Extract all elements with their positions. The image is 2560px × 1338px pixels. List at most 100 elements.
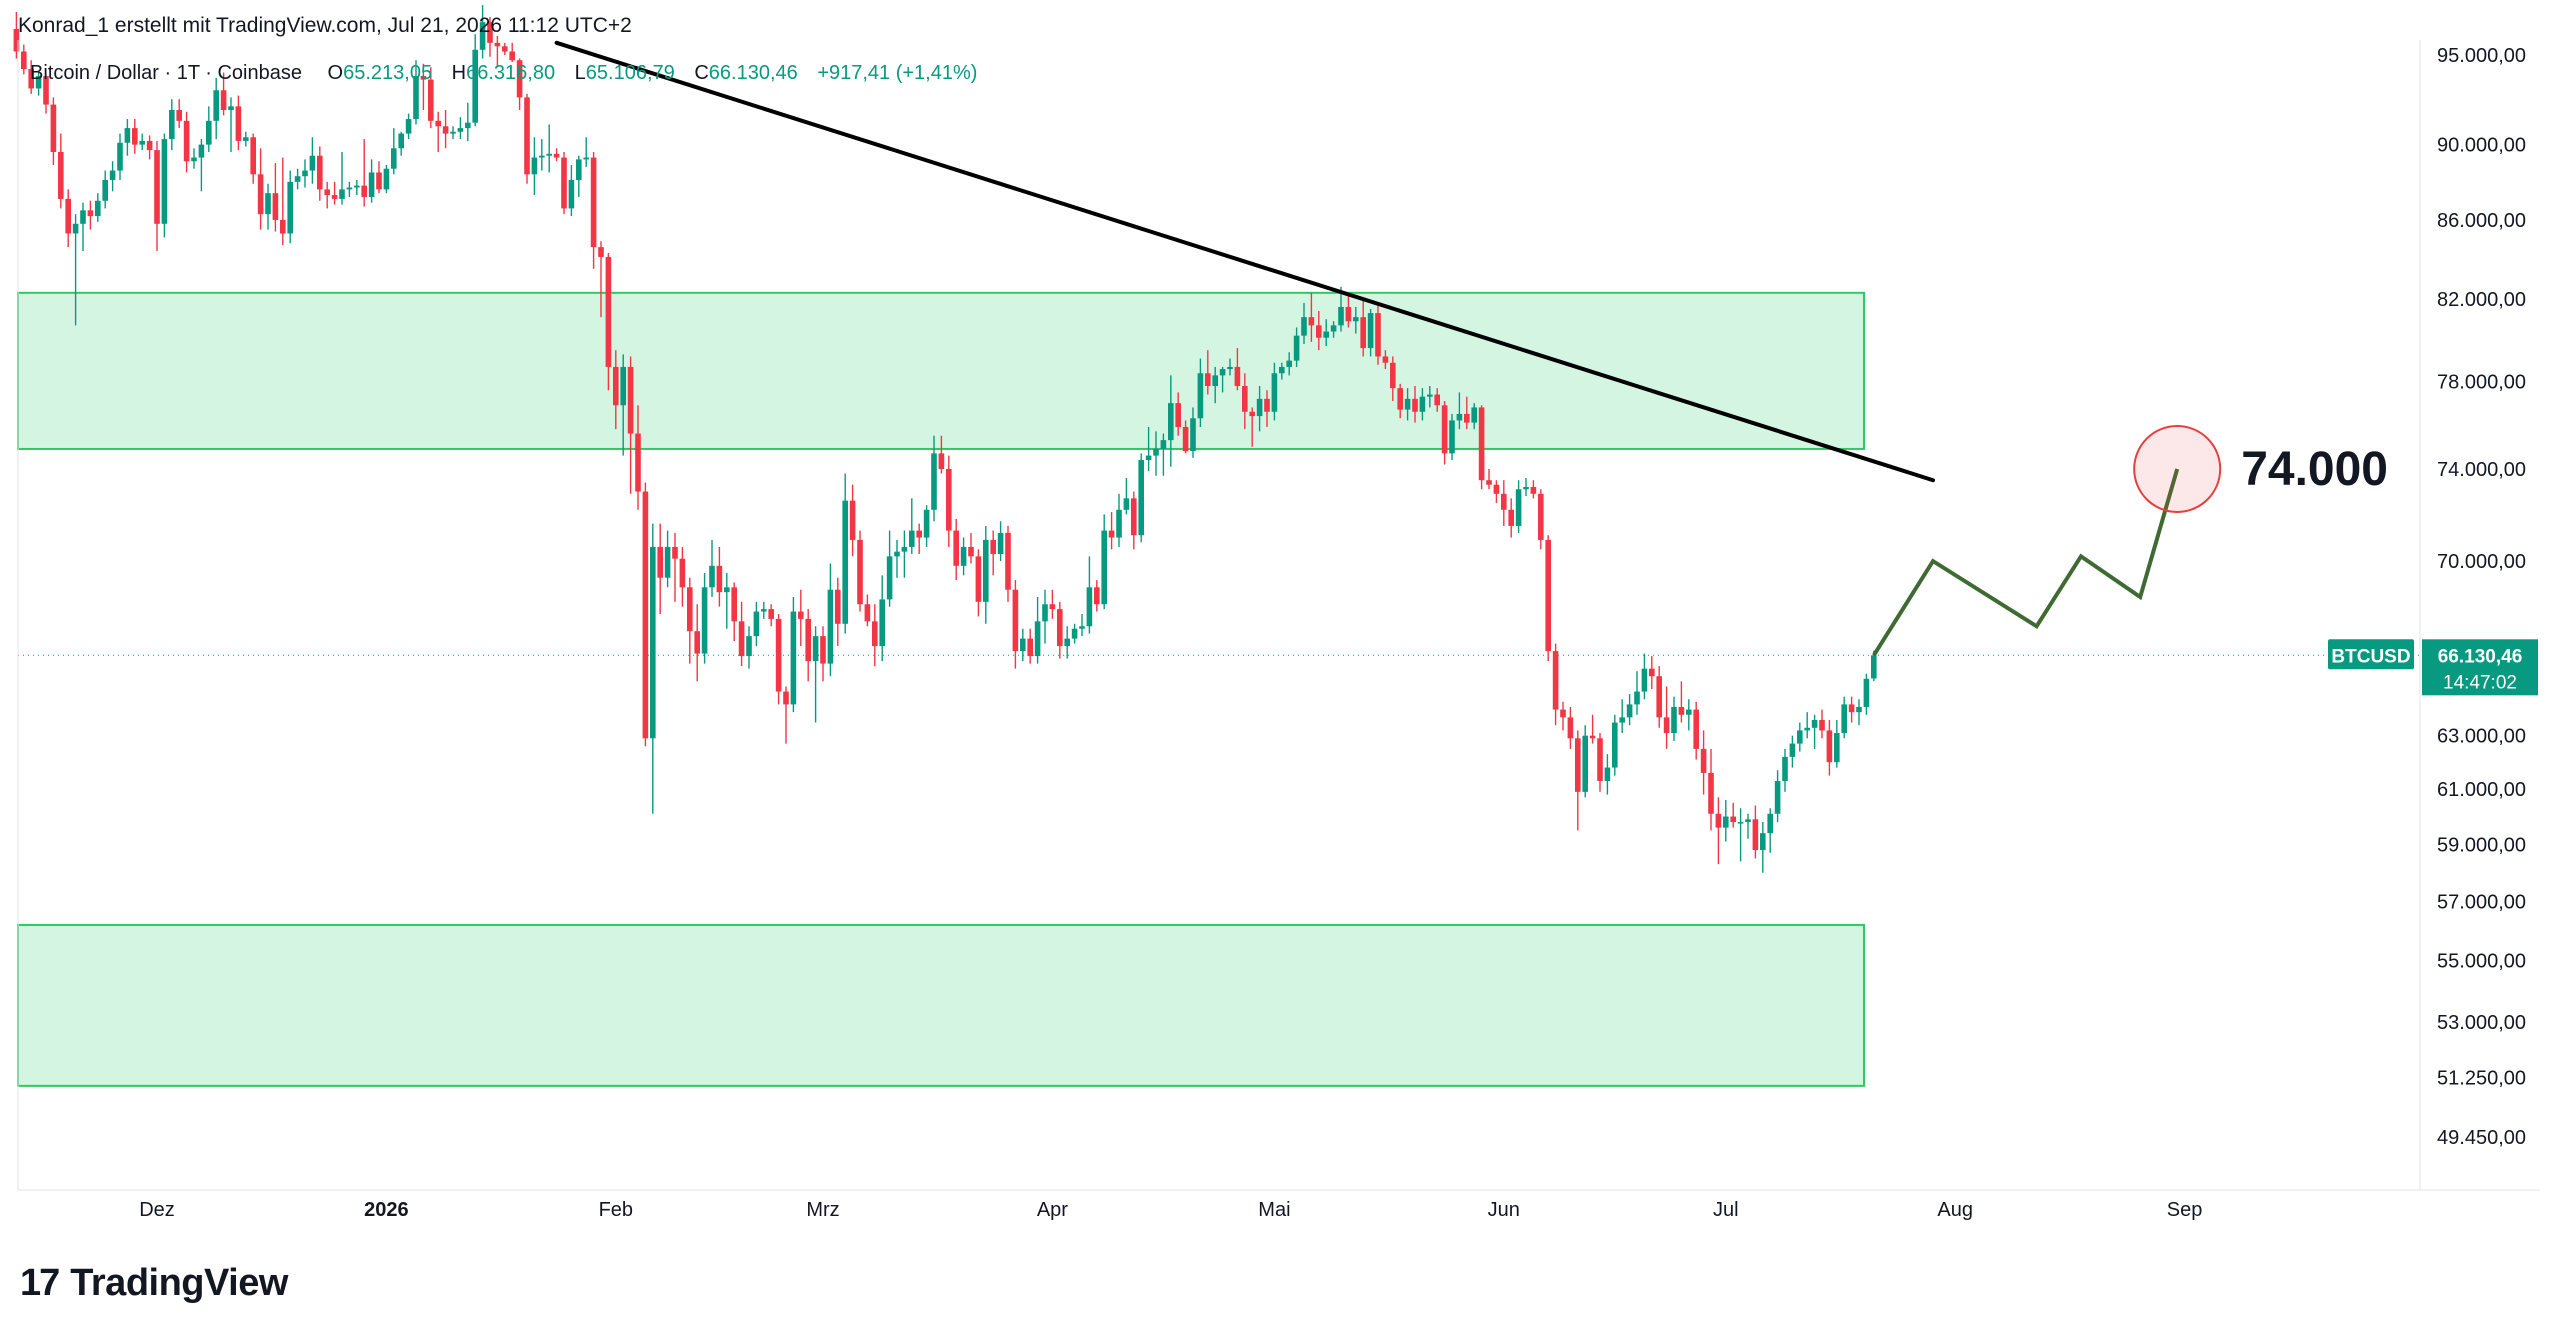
candle[interactable] [1649, 656, 1655, 689]
candle[interactable] [346, 181, 353, 197]
candle[interactable] [1745, 813, 1751, 839]
candle[interactable] [1020, 628, 1026, 662]
candle[interactable] [1153, 431, 1159, 476]
candle[interactable] [1419, 388, 1426, 421]
candle[interactable] [1234, 348, 1241, 391]
candle[interactable] [849, 484, 856, 557]
candle[interactable] [738, 601, 745, 667]
candle[interactable] [576, 155, 582, 197]
candle[interactable] [413, 60, 419, 125]
candle[interactable] [1012, 580, 1019, 669]
candle[interactable] [420, 63, 427, 110]
candle[interactable] [1811, 714, 1818, 749]
candle[interactable] [65, 189, 71, 248]
candle[interactable] [1841, 696, 1847, 739]
candle[interactable] [213, 77, 219, 140]
candle[interactable] [1560, 701, 1566, 731]
candle[interactable] [1108, 512, 1115, 550]
candle[interactable] [1249, 407, 1255, 447]
candle[interactable] [1641, 653, 1648, 700]
candle[interactable] [1678, 681, 1685, 723]
candle[interactable] [1101, 514, 1107, 610]
candle[interactable] [605, 253, 612, 391]
candle[interactable] [161, 133, 168, 238]
candle[interactable] [95, 193, 101, 222]
candle[interactable] [724, 572, 730, 629]
candle[interactable] [731, 582, 737, 642]
candlestick-series[interactable] [13, 5, 1877, 873]
candle[interactable] [1597, 733, 1603, 792]
candle[interactable] [1138, 453, 1144, 543]
candle[interactable] [1034, 596, 1041, 664]
candle[interactable] [391, 128, 397, 175]
candle[interactable] [746, 626, 752, 669]
candle[interactable] [1382, 350, 1389, 370]
candle[interactable] [43, 74, 49, 114]
candle[interactable] [1826, 719, 1833, 776]
candle[interactable] [775, 613, 782, 705]
candle[interactable] [139, 133, 145, 151]
candle[interactable] [531, 137, 538, 196]
candle[interactable] [1545, 535, 1551, 662]
candle[interactable] [1168, 375, 1174, 467]
candle[interactable] [1286, 352, 1292, 376]
candle[interactable] [1005, 525, 1011, 602]
candle[interactable] [968, 532, 974, 564]
candle[interactable] [1848, 696, 1855, 723]
candle[interactable] [997, 521, 1004, 562]
candle[interactable] [1175, 392, 1181, 436]
candle[interactable] [1567, 706, 1574, 749]
candle[interactable] [790, 596, 797, 713]
candle[interactable] [916, 523, 922, 554]
candle[interactable] [701, 572, 708, 664]
candle[interactable] [183, 111, 190, 173]
candle[interactable] [13, 11, 20, 59]
candle[interactable] [886, 530, 893, 607]
candle[interactable] [1834, 719, 1840, 768]
candle[interactable] [1723, 800, 1729, 842]
candle[interactable] [1279, 362, 1285, 380]
candle[interactable] [1708, 748, 1714, 831]
candle[interactable] [1042, 589, 1048, 644]
candle[interactable] [1079, 613, 1085, 637]
candle[interactable] [272, 163, 279, 232]
candle[interactable] [154, 140, 160, 252]
candle[interactable] [1427, 385, 1433, 408]
candle[interactable] [287, 170, 293, 244]
projection-line[interactable] [1872, 468, 2180, 657]
candle[interactable] [465, 102, 471, 141]
candle[interactable] [368, 159, 375, 203]
candle[interactable] [1182, 420, 1189, 454]
candle[interactable] [983, 525, 989, 624]
candle[interactable] [132, 119, 138, 154]
candle[interactable] [1441, 400, 1448, 465]
candle[interactable] [1782, 748, 1788, 792]
candle[interactable] [1464, 396, 1470, 430]
candle[interactable] [1434, 388, 1440, 412]
tradingview-logo[interactable]: 17 TradingView [20, 1262, 288, 1305]
candle[interactable] [309, 137, 316, 184]
candle[interactable] [354, 179, 360, 196]
candle[interactable] [938, 435, 945, 474]
candle[interactable] [820, 626, 826, 682]
candle[interactable] [553, 148, 560, 162]
candle[interactable] [1071, 623, 1078, 644]
candle[interactable] [1575, 730, 1581, 831]
candle[interactable] [257, 148, 264, 230]
candle[interactable] [509, 42, 515, 62]
trendline[interactable] [554, 40, 1935, 483]
candle[interactable] [450, 126, 456, 140]
candle[interactable] [672, 532, 678, 602]
candle[interactable] [1412, 385, 1418, 423]
candle[interactable] [324, 181, 330, 209]
candle[interactable] [812, 626, 819, 723]
candle[interactable] [627, 356, 634, 494]
candle[interactable] [598, 241, 604, 318]
candle[interactable] [428, 67, 434, 129]
candle[interactable] [1116, 493, 1122, 547]
candle[interactable] [613, 350, 619, 430]
candle[interactable] [1256, 385, 1263, 432]
candle[interactable] [1367, 309, 1374, 357]
candle[interactable] [842, 473, 848, 634]
candle[interactable] [1057, 601, 1063, 659]
